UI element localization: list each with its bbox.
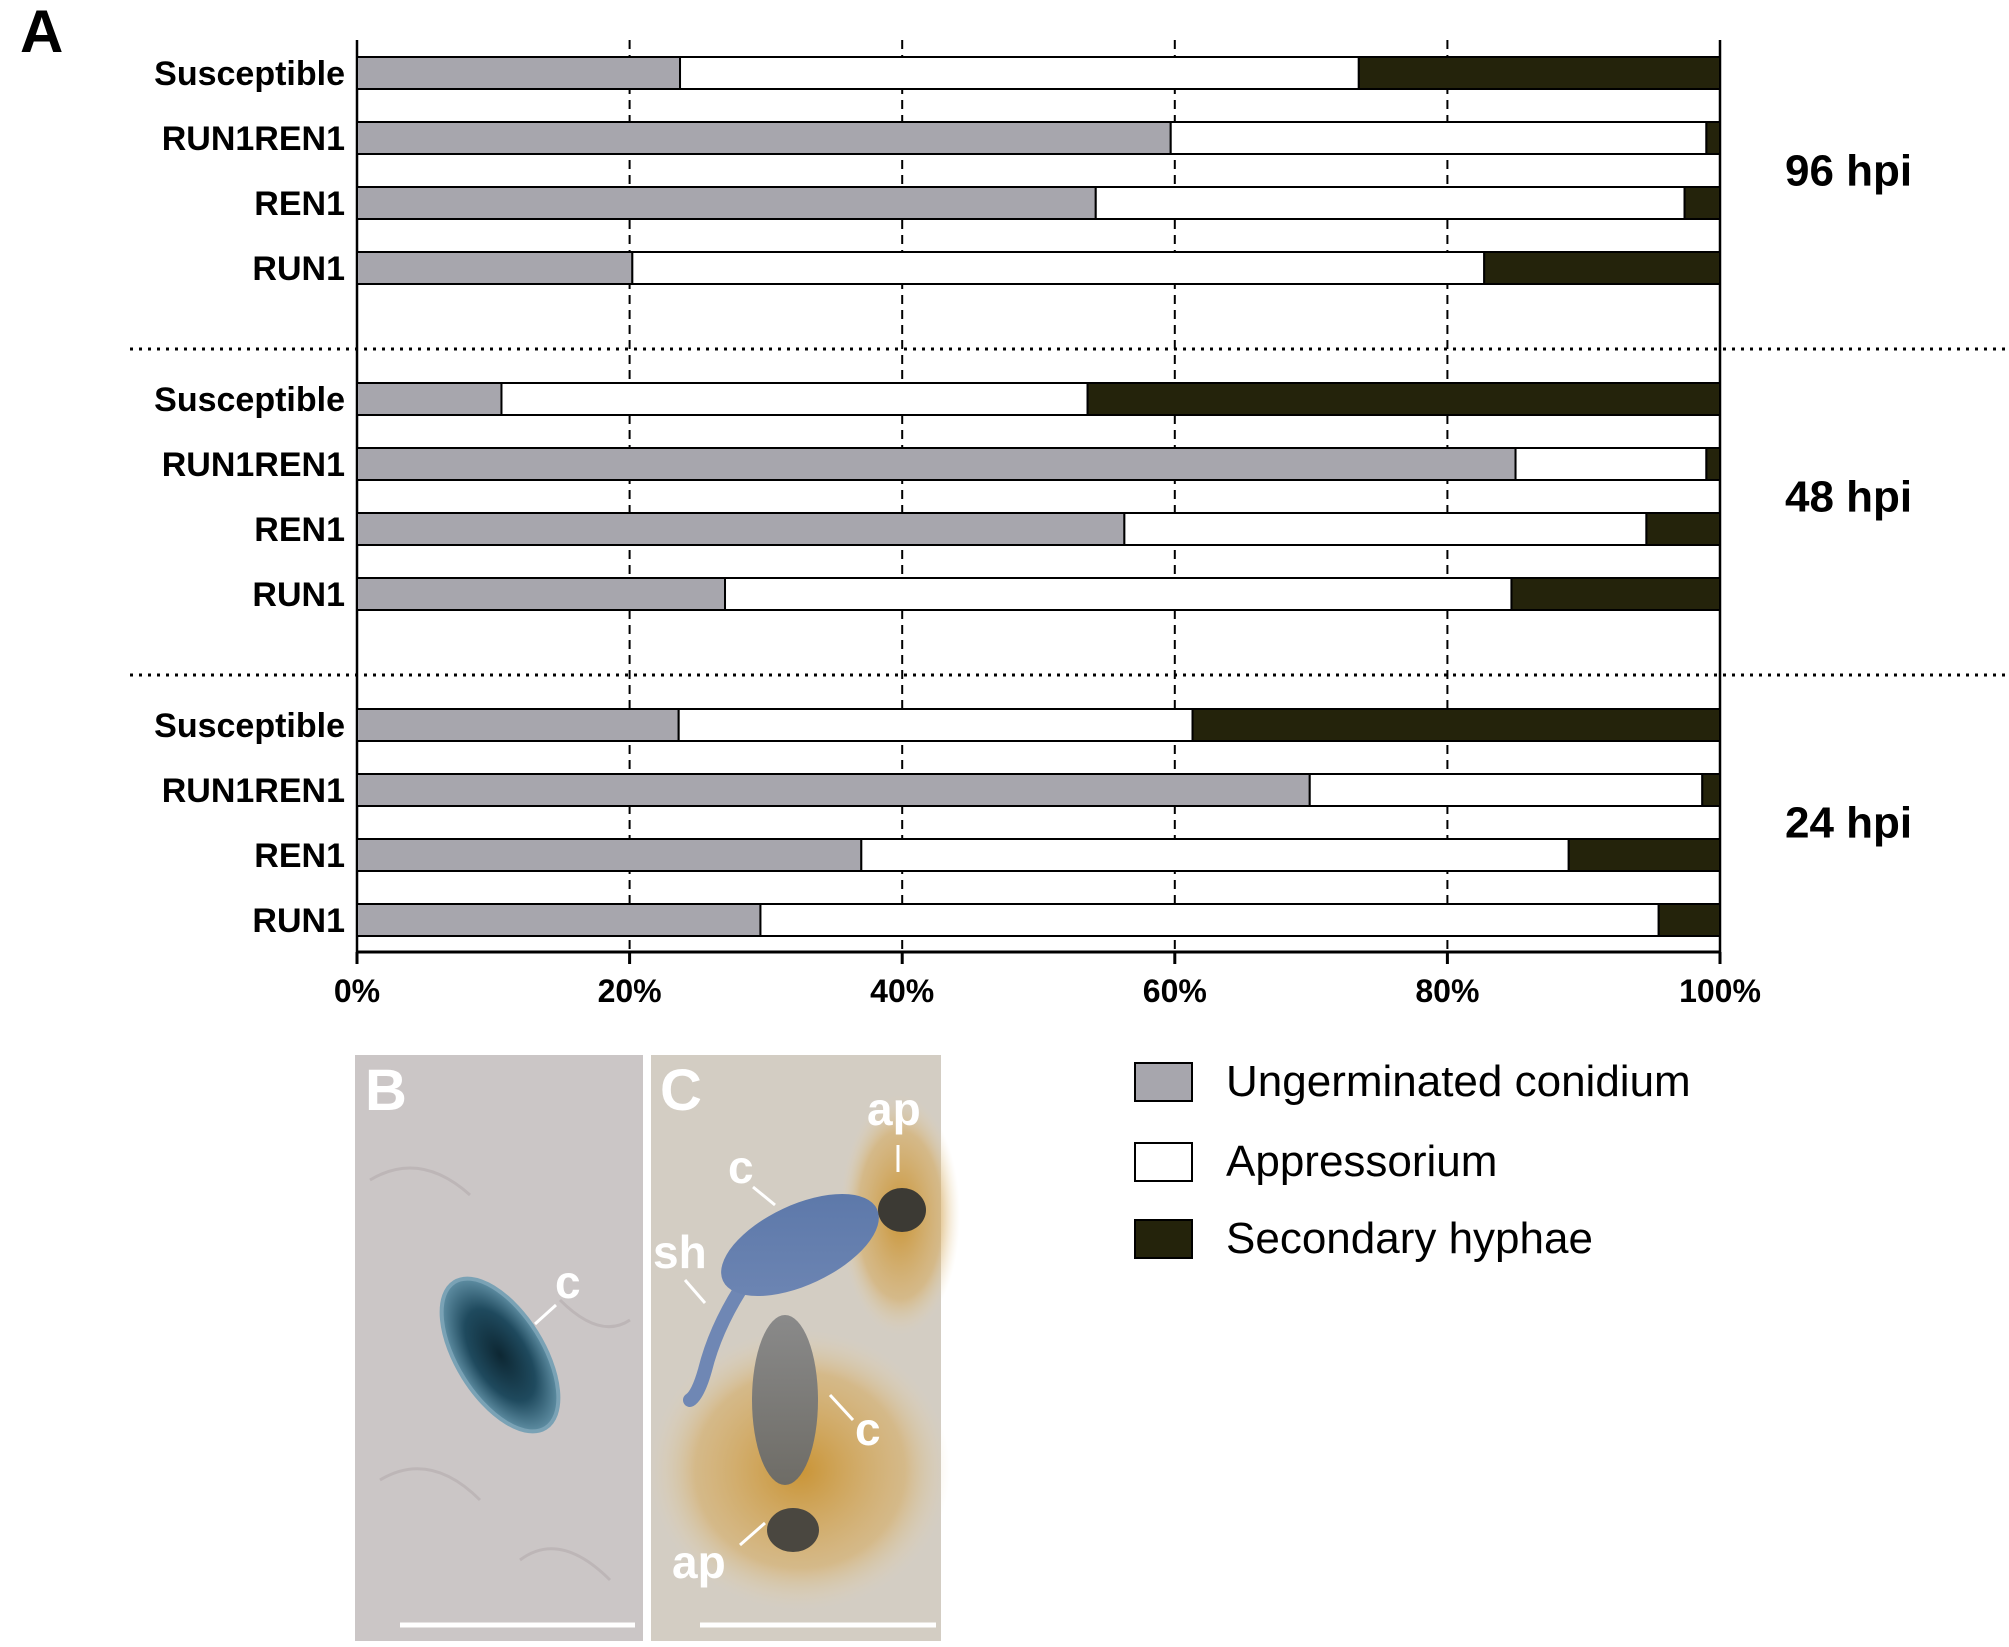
conidium-c-lower bbox=[752, 1315, 818, 1485]
x-axis: 0% 20% 40% 60% 80% 100% bbox=[334, 950, 1761, 1009]
category-label: Susceptible bbox=[154, 707, 345, 745]
secondary-hypha bbox=[683, 1283, 747, 1407]
label-b-c: c bbox=[555, 1256, 581, 1308]
bar-segment bbox=[1705, 447, 1721, 481]
panel-label-a: A bbox=[20, 0, 63, 65]
category-label: REN1 bbox=[254, 511, 345, 549]
bar-segment bbox=[1657, 903, 1722, 937]
legend-swatch-secondary bbox=[1134, 1219, 1193, 1259]
bar-segment bbox=[356, 838, 863, 872]
bar-segment bbox=[1510, 577, 1722, 611]
legend-label-appressorium: Appressorium bbox=[1226, 1137, 1497, 1186]
category-label: RUN1REN1 bbox=[162, 772, 345, 810]
group-labels: 96 hpi 48 hpi 24 hpi bbox=[130, 147, 2005, 848]
group-label: 96 hpi bbox=[1785, 147, 1912, 196]
micrograph-b: B c bbox=[355, 1055, 643, 1641]
bar-segment bbox=[1308, 773, 1704, 807]
label-line-c-sh bbox=[683, 1279, 707, 1304]
bar-segment bbox=[356, 186, 1097, 220]
bar-segment bbox=[356, 382, 503, 416]
bar-segment bbox=[679, 56, 1360, 90]
category-label: Susceptible bbox=[154, 381, 345, 419]
x-tick-label: 40% bbox=[870, 973, 934, 1009]
micrograph-b-letter: B bbox=[365, 1058, 407, 1123]
legend-swatch-appressorium bbox=[1134, 1142, 1193, 1182]
bar-segment bbox=[356, 121, 1172, 155]
group-label: 24 hpi bbox=[1785, 799, 1912, 848]
bar-segment bbox=[1514, 447, 1708, 481]
appressorium-c-upper bbox=[878, 1188, 926, 1232]
x-tick-label: 80% bbox=[1415, 973, 1479, 1009]
micrograph-c: C ap c sh c ap bbox=[650, 1055, 960, 1641]
label-line-c-c-bottom bbox=[828, 1393, 855, 1422]
group-label: 48 hpi bbox=[1785, 473, 1912, 522]
label-c-ap-top: ap bbox=[867, 1083, 921, 1135]
bar-segment bbox=[1701, 773, 1722, 807]
bar-segment bbox=[1123, 512, 1648, 546]
appressorium-c-lower bbox=[767, 1508, 819, 1552]
label-c-c-bottom: c bbox=[855, 1403, 881, 1455]
bar-segment bbox=[1567, 838, 1722, 872]
category-label: Susceptible bbox=[154, 55, 345, 93]
legend-swatch-ungerminated bbox=[1134, 1062, 1193, 1102]
bar-segment bbox=[1094, 186, 1686, 220]
legend-label-ungerminated: Ungerminated conidium bbox=[1226, 1057, 1691, 1106]
bar-segment bbox=[1705, 121, 1721, 155]
conidium-b bbox=[439, 1276, 561, 1434]
category-label: RUN1 bbox=[252, 576, 345, 614]
bar-segment bbox=[724, 577, 1513, 611]
bar-segment bbox=[356, 773, 1311, 807]
bar-segment bbox=[500, 382, 1089, 416]
bar-segment bbox=[1357, 56, 1722, 90]
x-tick-label: 20% bbox=[598, 973, 662, 1009]
category-label: REN1 bbox=[254, 837, 345, 875]
bar-segment bbox=[356, 708, 680, 742]
bar-segment bbox=[677, 708, 1194, 742]
x-tick-label: 100% bbox=[1679, 973, 1761, 1009]
bar-segment bbox=[1086, 382, 1721, 416]
bar-segment bbox=[356, 577, 727, 611]
bar-segment bbox=[356, 512, 1126, 546]
bar-segment bbox=[356, 56, 682, 90]
legend: Ungerminated conidium Appressorium Secon… bbox=[1134, 1057, 1691, 1263]
legend-label-secondary: Secondary hyphae bbox=[1226, 1214, 1593, 1263]
category-label: RUN1 bbox=[252, 902, 345, 940]
bar-series bbox=[356, 56, 1722, 937]
bar-segment bbox=[759, 903, 1660, 937]
bar-segment bbox=[860, 838, 1570, 872]
bar-segment bbox=[1645, 512, 1721, 546]
bar-segment bbox=[1191, 708, 1722, 742]
bar-segment bbox=[1169, 121, 1708, 155]
bar-segment bbox=[356, 251, 634, 285]
bar-segment bbox=[1683, 186, 1722, 220]
label-line-b-c bbox=[533, 1303, 558, 1326]
x-tick-label: 0% bbox=[334, 973, 380, 1009]
bar-segment bbox=[356, 447, 1517, 481]
micrograph-c-letter: C bbox=[660, 1058, 702, 1123]
conidium-c-upper bbox=[721, 1193, 879, 1297]
x-tick-label: 60% bbox=[1143, 973, 1207, 1009]
label-c-c-top: c bbox=[728, 1141, 754, 1193]
category-label: REN1 bbox=[254, 185, 345, 223]
grid-lines bbox=[355, 40, 1722, 952]
bar-segment bbox=[356, 903, 762, 937]
category-label: RUN1REN1 bbox=[162, 120, 345, 158]
label-line-c-c-top bbox=[752, 1185, 776, 1207]
category-labels: SusceptibleRUN1REN1REN1RUN1SusceptibleRU… bbox=[154, 55, 345, 940]
label-c-sh: sh bbox=[653, 1226, 707, 1278]
category-label: RUN1REN1 bbox=[162, 446, 345, 484]
micrograph-b-texture bbox=[369, 1166, 631, 1582]
bar-segment bbox=[1483, 251, 1722, 285]
category-label: RUN1 bbox=[252, 250, 345, 288]
label-line-c-ap-bottom bbox=[739, 1521, 766, 1547]
bar-segment bbox=[631, 251, 1486, 285]
label-c-ap-bottom: ap bbox=[672, 1536, 726, 1588]
